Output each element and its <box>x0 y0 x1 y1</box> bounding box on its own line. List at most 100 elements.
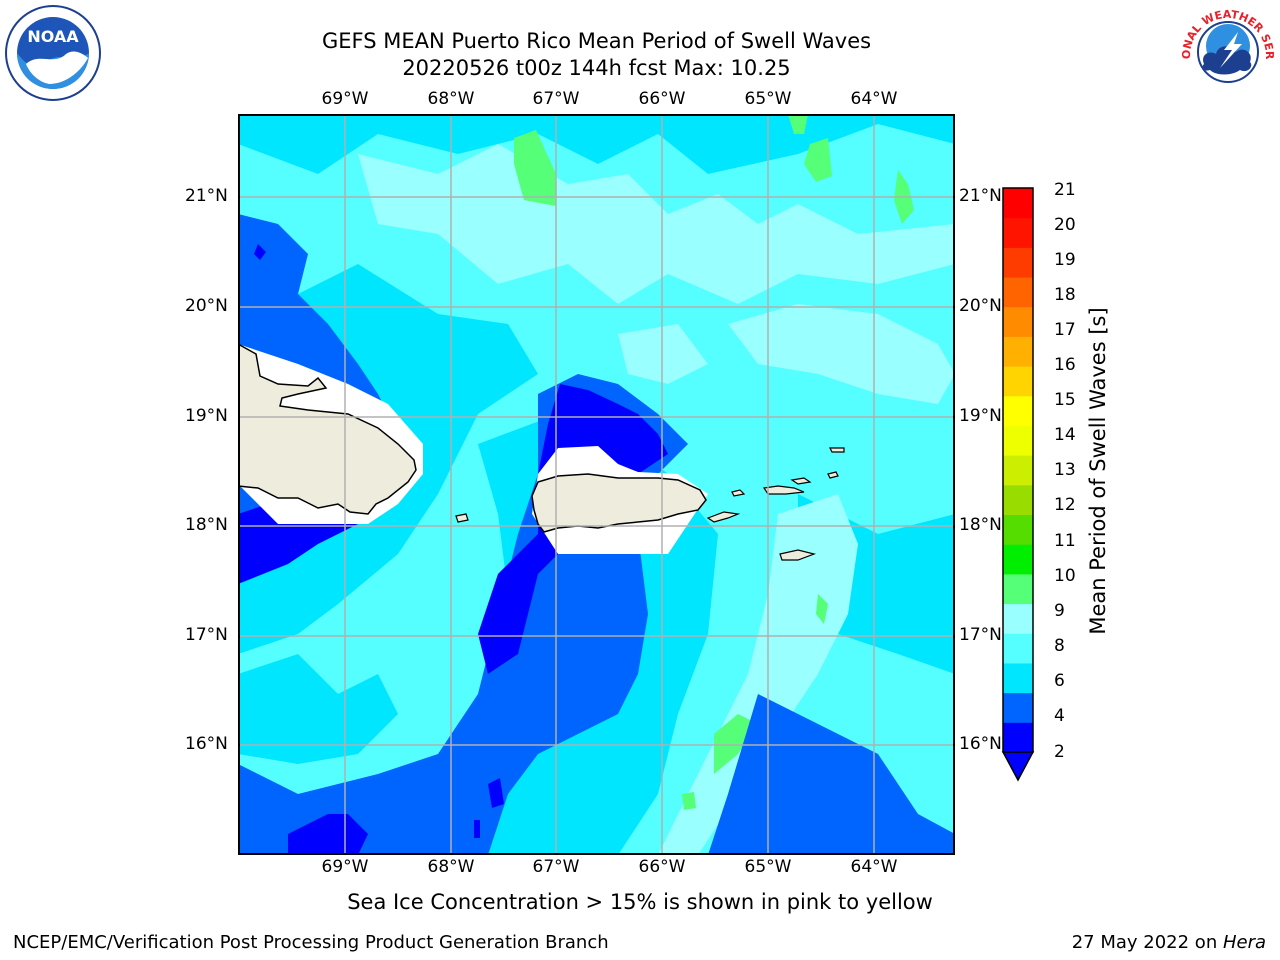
colorbar-tick-label: 20 <box>1054 215 1076 235</box>
lon-label-bottom: 67°W <box>532 857 580 877</box>
colorbar-segment <box>1003 484 1033 516</box>
colorbar-segment <box>1003 395 1033 426</box>
lat-label-left: 16°N <box>185 734 228 754</box>
map-subtitle: 20220526 t00z 144h fcst Max: 10.25 <box>402 56 791 80</box>
colorbar-segment <box>1003 544 1033 575</box>
lat-label-left: 20°N <box>185 296 228 316</box>
swell-field-0-2 <box>474 820 480 838</box>
swell-field-8-9 <box>618 324 708 384</box>
colorbar-segment <box>1003 514 1033 545</box>
lat-label-left: 17°N <box>185 625 228 645</box>
colorbar-tick-label: 19 <box>1054 250 1076 270</box>
lon-label-bottom: 66°W <box>638 857 686 877</box>
map-title: GEFS MEAN Puerto Rico Mean Period of Swe… <box>321 29 872 53</box>
swell-field-4-6 <box>238 114 955 174</box>
lon-label-bottom: 65°W <box>744 857 792 877</box>
lon-label-top: 66°W <box>638 89 686 109</box>
sea-ice-note: Sea Ice Concentration > 15% is shown in … <box>0 890 1280 914</box>
colorbar-segment <box>1003 217 1033 248</box>
colorbar-tick-label: 13 <box>1054 460 1076 480</box>
swell-field-9-10 <box>714 714 758 774</box>
footer-branch: NCEP/EMC/Verification Post Processing Pr… <box>13 932 609 953</box>
swell-period-map <box>238 114 955 855</box>
colorbar-segment <box>1003 692 1033 723</box>
colorbar-tick-label: 6 <box>1054 671 1065 691</box>
lon-label-bottom: 69°W <box>321 857 369 877</box>
swell-field-8-9 <box>728 304 955 404</box>
colorbar-segment <box>1003 662 1033 694</box>
noaa-logo: NOAA <box>5 5 101 101</box>
lat-label-right: 20°N <box>959 296 1002 316</box>
lat-label-right: 16°N <box>959 734 1002 754</box>
swell-field-9-10 <box>816 594 828 624</box>
lon-label-bottom: 68°W <box>427 857 475 877</box>
colorbar-segment <box>1003 336 1033 367</box>
mona-island-land <box>455 513 469 523</box>
lat-label-right: 18°N <box>959 515 1002 535</box>
colorbar-label: Mean Period of Swell Waves [s] <box>1086 307 1110 635</box>
virgin-islands-land <box>790 477 812 485</box>
swell-field-9-10 <box>514 130 556 206</box>
footer-date-text: 27 May 2022 on <box>1071 932 1223 953</box>
nws-logo: NATIONAL WEATHER SERVICE <box>1180 4 1276 98</box>
colorbar-tick-label: 4 <box>1054 706 1065 726</box>
colorbar-tick-label: 12 <box>1054 495 1076 515</box>
swell-field-0-2 <box>288 814 368 855</box>
colorbar-tick-label: 16 <box>1054 355 1076 375</box>
sea-ice-note-text: Sea Ice Concentration > 15% is shown in … <box>347 890 933 914</box>
colorbar-tick-label: 21 <box>1054 180 1076 200</box>
lon-label-bottom: 64°W <box>850 857 898 877</box>
colorbar-segment <box>1003 603 1033 634</box>
lon-label-top: 67°W <box>532 89 580 109</box>
colorbar-segment <box>1003 633 1033 664</box>
colorbar-segment <box>1003 722 1033 753</box>
graticule <box>238 114 955 855</box>
swell-field-0-2 <box>254 244 266 260</box>
st-croix-land <box>779 549 817 561</box>
colorbar-tick-label: 10 <box>1054 566 1076 586</box>
colorbar <box>1001 187 1035 782</box>
colorbar-tick-label: 8 <box>1054 636 1065 656</box>
hispaniola-land <box>238 343 417 515</box>
colorbar-segment <box>1003 188 1033 219</box>
footer-date: 27 May 2022 on Hera <box>1072 932 1266 953</box>
lat-label-right: 17°N <box>959 625 1002 645</box>
lon-label-top: 68°W <box>427 89 475 109</box>
swell-field-4-6 <box>238 654 398 764</box>
colorbar-frame <box>1002 187 1034 753</box>
swell-field-8-9 <box>658 494 858 855</box>
lat-label-right: 21°N <box>959 186 1002 206</box>
colorbar-tick-label: 17 <box>1054 320 1076 340</box>
lat-label-left: 19°N <box>185 406 228 426</box>
colorbar-extend-arrow <box>1001 751 1035 782</box>
colorbar-segment <box>1003 247 1033 278</box>
noaa-logo-text: NOAA <box>27 27 79 46</box>
colorbar-tick-label: 2 <box>1054 742 1065 762</box>
swell-field-9-10 <box>804 138 832 182</box>
lat-label-right: 19°N <box>959 406 1002 426</box>
swell-field-2-4 <box>708 694 955 855</box>
colorbar-segment <box>1003 277 1033 308</box>
vieques-land <box>706 511 741 523</box>
colorbar-segment <box>1003 425 1033 456</box>
lon-label-top: 69°W <box>321 89 369 109</box>
lat-label-left: 18°N <box>185 515 228 535</box>
colorbar-segment <box>1003 366 1033 397</box>
lon-label-top: 64°W <box>850 89 898 109</box>
anegada-land <box>829 447 845 453</box>
colorbar-tick-label: 15 <box>1054 390 1076 410</box>
colorbar-segment <box>1003 455 1033 486</box>
footer-machine: Hera <box>1222 932 1266 953</box>
culebra-land <box>731 489 746 497</box>
swell-field-9-10 <box>682 792 696 810</box>
swell-field-8-9 <box>358 144 955 304</box>
map-frame <box>238 114 955 855</box>
lon-label-top: 65°W <box>744 89 792 109</box>
colorbar-tick-label: 11 <box>1054 531 1076 551</box>
virgin-islands-land <box>827 471 839 479</box>
colorbar-tick-label: 9 <box>1054 601 1065 621</box>
lat-label-left: 21°N <box>185 186 228 206</box>
swell-field-9-10 <box>788 114 808 134</box>
swell-field-0-2 <box>488 778 504 808</box>
colorbar-tick-label: 18 <box>1054 285 1076 305</box>
